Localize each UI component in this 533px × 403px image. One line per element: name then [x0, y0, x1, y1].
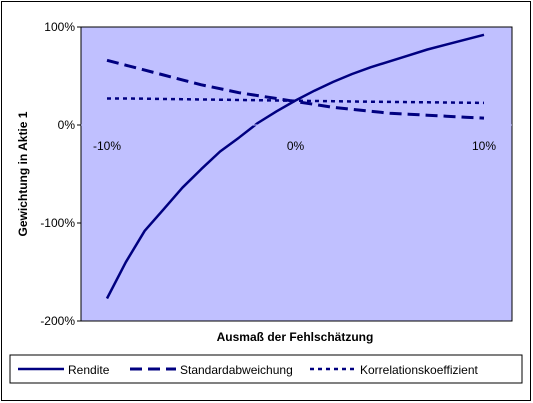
series-line-2: [106, 58, 485, 120]
legend-label-1: Rendite: [68, 363, 110, 377]
series-layer: [105, 33, 485, 300]
legend-label-3: Korrelationskoeffizient: [360, 363, 479, 377]
y-axis-title: Gewichtung in Aktie 1: [16, 111, 30, 236]
x-tick-label: 10%: [472, 139, 496, 153]
y-tick-label: 0%: [58, 118, 76, 132]
legend-box: [9, 354, 523, 384]
y-tick-label: -100%: [40, 216, 75, 230]
series-line-1: [105, 33, 485, 300]
series-line-3: [107, 97, 485, 105]
legend-items: Rendite Standardabweichung Korrelationskoe…: [18, 363, 479, 377]
x-tick-label: 0%: [287, 139, 305, 153]
y-axis-ticks: 100% 0% -100% -200%: [40, 20, 81, 328]
x-axis-title: Ausmaß der Fehlschätzung: [217, 330, 374, 344]
legend: Rendite Standardabweichung Korrelationskoe…: [9, 354, 523, 384]
y-tick-label: -200%: [40, 314, 75, 328]
legend-label-2: Standardabweichung: [180, 363, 293, 377]
series-3: [107, 97, 485, 105]
y-tick-label: 100%: [44, 20, 75, 34]
x-axis-ticks: -10% 0% 10%: [81, 124, 512, 153]
plot-area: [80, 26, 513, 322]
series-2: [106, 58, 485, 120]
series-1: [105, 33, 485, 300]
x-tick-label: -10%: [93, 139, 121, 153]
